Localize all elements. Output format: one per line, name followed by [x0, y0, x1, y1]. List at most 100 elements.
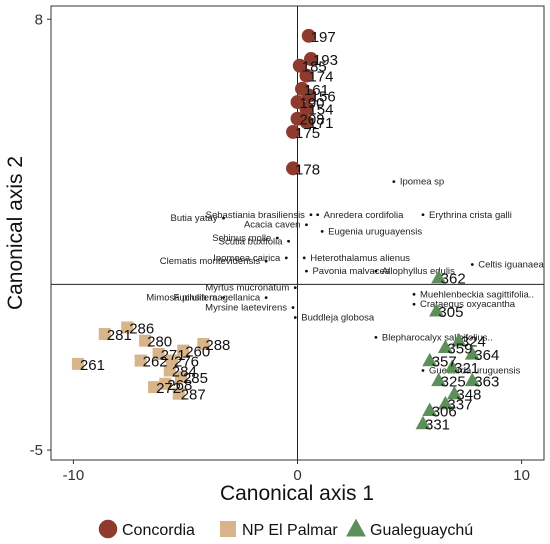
species-point — [470, 263, 474, 266]
site-label: 262 — [143, 354, 168, 371]
site-label: 348 — [456, 387, 481, 404]
site-label: 175 — [295, 125, 320, 142]
site-label: 208 — [300, 112, 325, 129]
species-label: Sebastiania brasiliensis — [206, 210, 306, 221]
site-point-square — [163, 364, 176, 377]
site-label: 285 — [183, 370, 208, 387]
site-label: 305 — [438, 304, 463, 321]
species-point — [392, 180, 396, 184]
x-tick-label: 0 — [293, 467, 301, 484]
species-layer: Ipomea sp Sebastiania brasiliensis Anreder… — [146, 177, 544, 377]
site-point-square — [71, 357, 84, 370]
site-label: 331 — [425, 417, 450, 434]
site-label: 364 — [474, 347, 499, 364]
site-label: 286 — [129, 320, 154, 337]
site-label: 178 — [295, 161, 320, 178]
site-point-triangle — [464, 346, 480, 360]
species-label: Heterothalamus alienus — [310, 253, 410, 264]
site-point-triangle — [437, 395, 453, 410]
site-label: 193 — [313, 52, 338, 69]
legend-label: Concordia — [122, 522, 195, 539]
species-point — [412, 302, 416, 306]
species-point — [412, 292, 416, 296]
site-point-square — [166, 354, 179, 367]
x-axis-title: Canonical axis 1 — [220, 482, 374, 505]
site-label: 287 — [181, 387, 206, 404]
species-label: Fuchsia magellanica — [174, 293, 261, 304]
legend-label: NP El Palmar — [242, 522, 338, 539]
site-point-square — [174, 371, 187, 384]
x-tick-label: -10 — [63, 467, 85, 484]
species-label: Anredera cordifolia — [324, 210, 404, 221]
site-label: 156 — [311, 88, 336, 105]
site-point-triangle — [437, 339, 453, 353]
species-point — [305, 223, 308, 227]
y-tick-label: -5 — [30, 442, 43, 459]
site-point-triangle — [422, 402, 438, 416]
site-label: 324 — [461, 334, 486, 351]
site-point-circle — [286, 161, 300, 176]
site-points-layer — [71, 28, 480, 430]
species-point — [293, 286, 297, 290]
site-point-circle — [299, 115, 314, 129]
site-label: 288 — [205, 337, 230, 354]
site-label: 174 — [308, 69, 333, 86]
site-label: 281 — [107, 327, 132, 344]
site-label: 359 — [447, 340, 472, 357]
site-label: 268 — [167, 377, 192, 394]
site-label: 260 — [185, 344, 210, 361]
species-label: Ipomea sp — [400, 177, 444, 188]
site-label: 280 — [147, 334, 172, 351]
species-label: Scutia buxifolia — [219, 236, 284, 247]
species-label: Crataegus oxyacantha — [420, 299, 516, 310]
site-point-square — [172, 387, 185, 400]
x-tick-label: 10 — [513, 467, 530, 484]
site-point-circle — [286, 124, 300, 139]
site-point-triangle — [431, 269, 447, 284]
site-point-triangle — [422, 352, 438, 367]
species-point — [222, 216, 225, 220]
species-point — [309, 213, 313, 217]
species-point — [305, 269, 308, 273]
site-point-circle — [292, 58, 307, 73]
site-label: 185 — [302, 59, 327, 76]
site-point-circle — [301, 28, 316, 43]
site-label: 261 — [80, 357, 105, 374]
site-point-square — [159, 377, 172, 390]
site-label: 190 — [300, 95, 325, 112]
species-point — [316, 213, 320, 217]
site-label: 154 — [308, 102, 333, 119]
site-point-square — [197, 338, 210, 351]
species-label: Erythrina crista galli — [429, 210, 512, 221]
site-labels-layer: 1971931851741611561901542081711751782862… — [80, 29, 499, 434]
site-label: 197 — [311, 29, 336, 46]
species-label: Myrsine laetevirens — [205, 303, 287, 314]
species-label: Allophyllus edulis — [382, 266, 455, 277]
site-point-circle — [303, 52, 318, 66]
species-point — [320, 229, 324, 233]
site-point-triangle — [444, 359, 460, 373]
species-label: Celtis iguanaea — [478, 259, 544, 270]
species-point — [293, 316, 297, 319]
site-label: 357 — [432, 354, 457, 371]
site-point-square — [220, 521, 236, 537]
zero-axis-lines — [51, 6, 544, 460]
site-point-triangle — [431, 372, 447, 387]
species-label: Butia yatay — [171, 213, 218, 224]
species-label: Buddleja globosa — [301, 313, 375, 324]
species-point — [222, 296, 225, 300]
species-label: Pavonia malvacea — [312, 266, 390, 277]
site-label: 272 — [156, 380, 181, 397]
site-point-circle — [98, 519, 118, 539]
species-point — [302, 256, 306, 260]
species-label: Ipomoea cairica — [213, 253, 281, 264]
site-label: 337 — [447, 397, 472, 414]
species-label: Mimosa pilulifera — [146, 293, 218, 304]
site-label: 321 — [454, 360, 479, 377]
species-label: Muehlenbeckia sagittifolia.. — [420, 289, 534, 300]
species-label: Myrtus mucronatum — [205, 283, 289, 294]
y-tick-label: 8 — [35, 11, 43, 28]
legend: Concordia NP El Palmar Gualeguaychú — [98, 518, 473, 539]
site-point-square — [177, 344, 190, 357]
